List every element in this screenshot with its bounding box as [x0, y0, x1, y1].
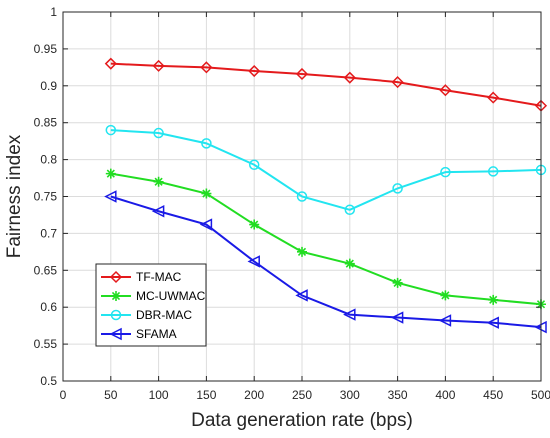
- y-tick-label: 0.75: [34, 190, 58, 204]
- data-point-sfama: [151, 205, 165, 218]
- y-axis-title: Fairness index: [4, 134, 25, 258]
- x-tick-label: 0: [60, 388, 67, 402]
- data-point-dbr-mac: [440, 166, 451, 178]
- series-line-sfama: [110, 195, 542, 329]
- legend-label-dbr-mac: DBR-MAC: [136, 308, 192, 322]
- data-point-tf-mac: [152, 59, 165, 72]
- data-point-sfama: [438, 314, 452, 327]
- x-tick-label: 200: [244, 388, 264, 402]
- x-tick-label: 400: [435, 388, 455, 402]
- data-point-dbr-mac: [201, 138, 212, 149]
- y-tick-label: 0.65: [34, 263, 58, 277]
- data-point-tf-mac: [200, 61, 213, 74]
- data-point-tf-mac: [343, 71, 356, 84]
- x-tick-label: 500: [531, 388, 550, 402]
- axis-ticks: [62, 11, 542, 382]
- series-line-dbr-mac: [110, 129, 542, 211]
- y-tick-label: 0.9: [40, 79, 57, 93]
- x-tick-label: 300: [340, 388, 360, 402]
- data-point-dbr-mac: [248, 159, 260, 171]
- data-point-sfama: [343, 308, 356, 321]
- data-point-dbr-mac: [344, 204, 356, 216]
- data-point-mc-uwmac: [488, 294, 499, 305]
- x-tick-label: 100: [149, 388, 169, 402]
- legend-marker-mc-uwmac: [111, 291, 121, 301]
- x-axis-title: Data generation rate (bps): [191, 410, 413, 431]
- data-point-dbr-mac: [296, 191, 308, 202]
- data-point-dbr-mac: [153, 127, 164, 139]
- tick-labels: 0 50 100 150 200 250 300 350 400 450 500 0.5 0.55 0.6…: [34, 5, 550, 402]
- x-tick-label: 250: [292, 388, 312, 402]
- data-point-sfama: [390, 311, 404, 324]
- data-point-mc-uwmac: [153, 176, 164, 187]
- y-tick-label: 0.6: [40, 300, 57, 314]
- data-point-sfama: [486, 316, 499, 329]
- x-tick-label: 450: [483, 388, 503, 402]
- data-point-sfama: [295, 289, 308, 302]
- x-tick-label: 350: [388, 388, 408, 402]
- series-lines: [110, 62, 542, 329]
- data-point-tf-mac: [391, 76, 404, 89]
- data-point-tf-mac: [487, 91, 500, 104]
- data-point-mc-uwmac: [392, 277, 403, 288]
- data-point-mc-uwmac: [344, 258, 355, 269]
- series-line-tf-mac: [110, 62, 542, 107]
- y-tick-label: 0.8: [40, 153, 57, 167]
- y-tick-label: 0.95: [34, 42, 58, 56]
- data-point-tf-mac: [248, 64, 261, 78]
- data-point-mc-uwmac: [297, 246, 307, 257]
- data-point-tf-mac: [104, 57, 117, 70]
- y-tick-label: 0.7: [40, 226, 57, 240]
- y-tick-label: 0.5: [40, 374, 57, 388]
- data-point-dbr-mac: [105, 124, 117, 136]
- y-tick-label: 1: [50, 5, 57, 19]
- data-point-dbr-mac: [392, 183, 403, 194]
- legend-label-tf-mac: TF-MAC: [136, 270, 182, 284]
- legend-marker-dbr-mac: [110, 309, 122, 321]
- y-tick-label: 0.55: [34, 337, 58, 351]
- data-point-tf-mac: [439, 84, 452, 97]
- data-point-dbr-mac: [487, 166, 499, 177]
- legend: TF-MAC MC-UWMAC DBR-MAC SFAMA: [95, 263, 207, 347]
- data-point-sfama: [104, 190, 117, 203]
- data-point-mc-uwmac: [201, 188, 212, 199]
- x-tick-label: 50: [104, 388, 118, 402]
- series-markers: [104, 57, 548, 334]
- data-point-sfama: [199, 218, 213, 231]
- legend-marker-tf-mac: [109, 270, 123, 284]
- legend-label-sfama: SFAMA: [136, 327, 177, 341]
- series-line-mc-uwmac: [110, 172, 542, 306]
- data-point-mc-uwmac: [249, 219, 260, 230]
- data-point-sfama: [247, 255, 260, 268]
- legend-label-mc-uwmac: MC-UWMAC: [136, 289, 206, 303]
- data-point-mc-uwmac: [105, 168, 116, 179]
- legend-marker-sfama: [109, 327, 122, 341]
- y-tick-label: 0.85: [34, 116, 58, 130]
- data-point-tf-mac: [295, 67, 309, 81]
- data-point-mc-uwmac: [440, 290, 451, 301]
- x-tick-label: 150: [196, 388, 216, 402]
